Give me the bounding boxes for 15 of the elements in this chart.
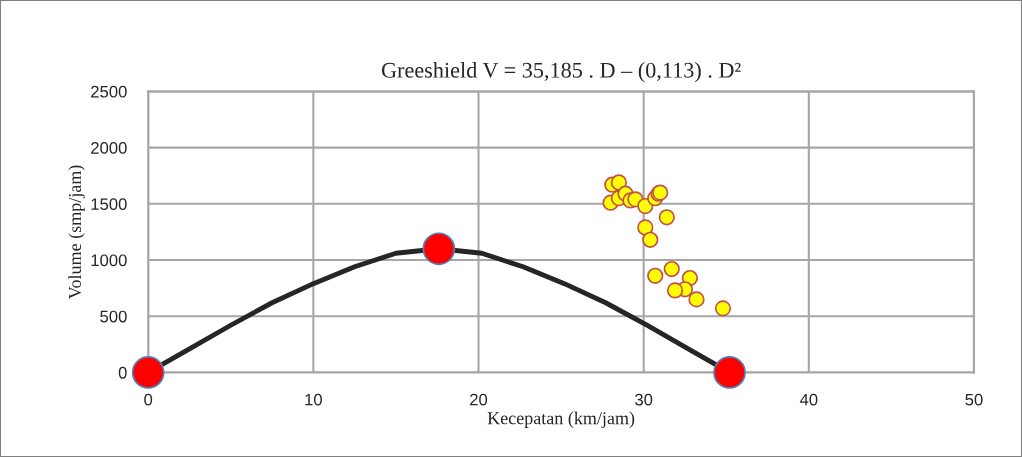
- x-tick-label: 10: [305, 393, 322, 406]
- x-tick-label: 20: [470, 393, 488, 406]
- y-tick-label: 1000: [91, 254, 127, 267]
- y-tick-label: 0: [118, 366, 127, 379]
- x-tick-label: 40: [799, 393, 818, 406]
- chart-title: Greeshield V = 35,185 . D – (0,113) . D²: [381, 62, 741, 83]
- y-tick-label: 2500: [91, 85, 127, 98]
- y-tick-label: 1500: [91, 198, 127, 211]
- x-axis-title: Kecepatan (km/jam): [487, 411, 635, 428]
- y-axis-title: Volume (smp/jam): [68, 165, 85, 300]
- x-tick-label: 30: [635, 393, 653, 406]
- x-tick-label: 50: [965, 393, 983, 406]
- y-tick-label: 2000: [91, 142, 127, 154]
- x-tick-label: 0: [144, 393, 153, 406]
- y-tick-label: 500: [100, 310, 127, 323]
